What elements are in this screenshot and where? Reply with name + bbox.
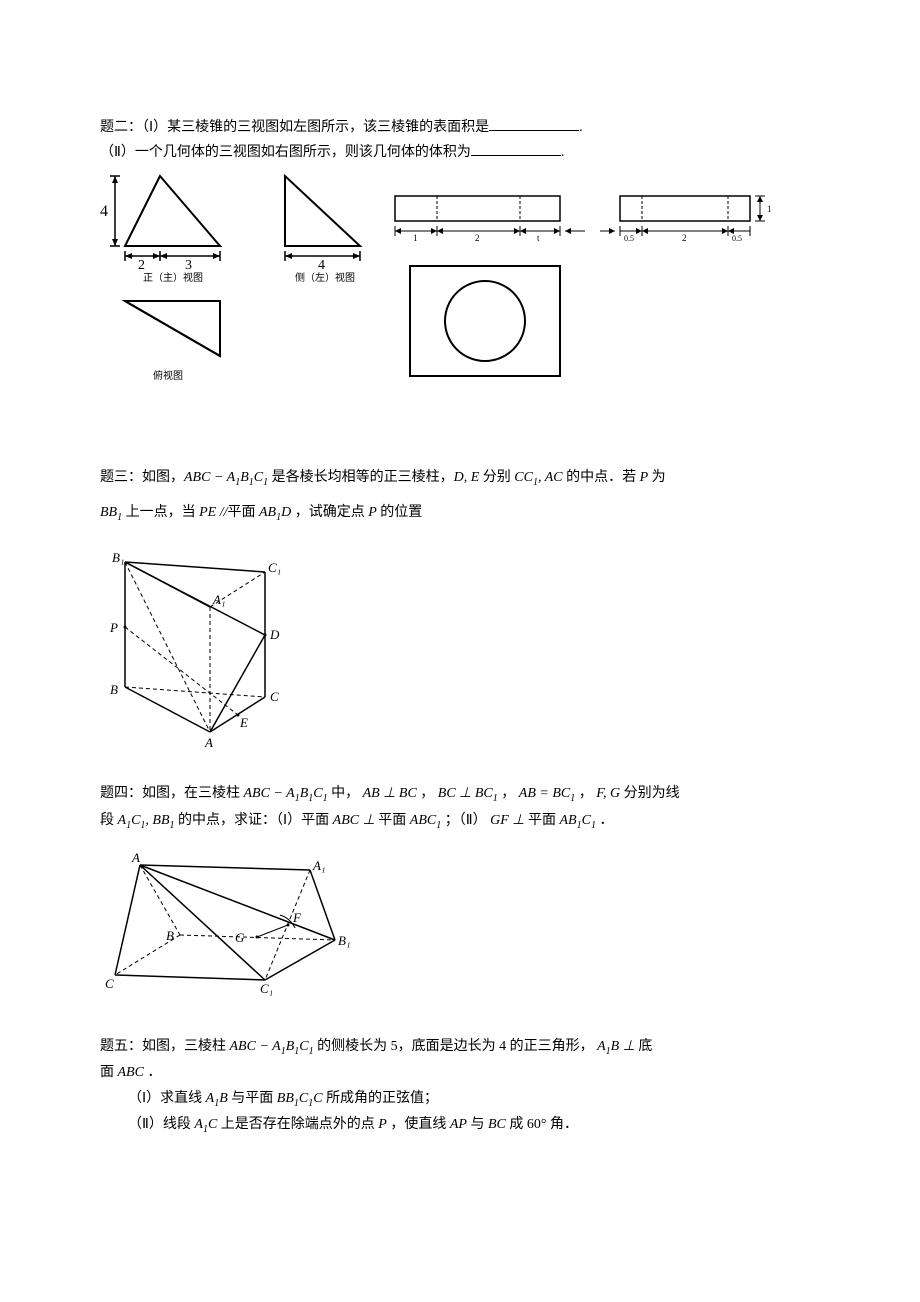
svg-text:A: A (204, 735, 213, 747)
svg-text:B₁: B₁ (112, 550, 124, 565)
svg-text:2: 2 (682, 233, 687, 243)
p2-p2-text-b: . (561, 145, 565, 160)
svg-text:C: C (270, 689, 279, 704)
p5-prefix: 题五：如图，三棱柱 (100, 1039, 226, 1054)
p3-math1: ABC − A (184, 470, 235, 485)
p3-t6: 平面 (228, 505, 256, 520)
p5-p1-t: 与平面 (231, 1091, 273, 1106)
p5-l2: 面 (100, 1065, 114, 1080)
svg-text:G: G (235, 930, 245, 945)
svg-text:t: t (537, 233, 540, 243)
problem-3: 题三：如图，ABC − A1B1C1 是各棱长均相等的正三棱柱，D, E 分别 … (100, 465, 820, 747)
p5-p1-t2: 所成角的正弦值； (326, 1091, 438, 1106)
svg-text:4: 4 (318, 258, 325, 273)
svg-text:C: C (105, 976, 114, 991)
svg-text:A₁: A₁ (312, 858, 325, 873)
problem-3-text2: BB1 上一点，当 PE //平面 AB1D ，试确定点 P 的位置 (100, 500, 820, 527)
problem-3-text: 题三：如图，ABC − A1B1C1 是各棱长均相等的正三棱柱，D, E 分别 … (100, 465, 820, 492)
svg-text:A₁: A₁ (212, 592, 225, 607)
problem-5-text2: 面 ABC ． (100, 1060, 820, 1085)
p5-p2-t3: 与 (470, 1117, 484, 1132)
p5-p2-angle: 60° (527, 1117, 547, 1132)
p4-t1: 中， (331, 786, 359, 801)
p5-t1: 的侧棱长为 5，底面是边长为 4 的正三角形， (317, 1039, 594, 1054)
svg-text:4: 4 (100, 203, 108, 220)
p3-t5: 上一点，当 (126, 505, 196, 520)
problem-4-text: 题四：如图，在三棱柱 ABC − A1B1C1 中， AB ⊥ BC ， BC … (100, 781, 820, 808)
p2-p1-text-b: . (579, 120, 583, 135)
svg-text:B: B (110, 682, 118, 697)
problem-2-figures: 4 2 3 正（主）视图 (100, 171, 820, 401)
svg-text:1: 1 (413, 233, 418, 243)
problem-5-part1: （Ⅰ）求直线 A1B 与平面 BB1C1C 所成角的正弦值； (128, 1086, 820, 1113)
svg-text:正（主）视图: 正（主）视图 (143, 271, 203, 284)
prism-svg-1: B₁ C₁ A₁ P D B C A E (100, 547, 300, 747)
p3-t8: 的位置 (380, 505, 422, 520)
problem-2-text: 题二：（Ⅰ）某三棱锥的三视图如左图所示，该三棱锥的表面积是. (100, 115, 820, 140)
p3-t2: 分别 (483, 470, 511, 485)
problem-2-text2: （Ⅱ）一个几何体的三视图如右图所示，则该几何体的体积为. (100, 140, 820, 165)
problem-5-part2: （Ⅱ）线段 A1C 上是否存在除端点外的点 P ，使直线 AP 与 BC 成 6… (128, 1112, 820, 1139)
p5-p2-label: （Ⅱ）线段 (128, 1117, 191, 1132)
blank-2 (471, 142, 561, 156)
svg-text:F: F (292, 910, 302, 925)
p4-prefix: 题四：如图，在三棱柱 (100, 786, 240, 801)
svg-text:D: D (269, 627, 280, 642)
p2-p1-label: （Ⅰ） (142, 120, 167, 135)
svg-text:俯视图: 俯视图 (153, 369, 183, 382)
p5-p2-t: 上是否存在除端点外的点 (221, 1117, 375, 1132)
three-views-svg: 4 2 3 正（主）视图 (100, 171, 820, 401)
p5-p1-label: （Ⅰ）求直线 (128, 1091, 202, 1106)
problem-3-figure: B₁ C₁ A₁ P D B C A E (100, 547, 820, 747)
p3-t1: 是各棱长均相等的正三棱柱， (272, 470, 454, 485)
p5-p2-t5: 角． (550, 1117, 578, 1132)
problem-4-figure: A A₁ B G F B₁ C C₁ (100, 850, 820, 1000)
svg-text:C₁: C₁ (268, 560, 281, 575)
p2-p1-text-a: 某三棱锥的三视图如左图所示，该三棱锥的表面积是 (167, 120, 489, 135)
p4-l2e: 平面 (528, 813, 556, 828)
p2-prefix: 题二： (100, 120, 142, 135)
p4-l2f: ． (599, 813, 613, 828)
svg-text:B: B (166, 928, 174, 943)
svg-text:3: 3 (185, 258, 192, 273)
prism-svg-2: A A₁ B G F B₁ C C₁ (100, 850, 360, 1000)
p4-l2a: 段 (100, 813, 114, 828)
svg-text:0.5: 0.5 (732, 234, 742, 243)
p5-l2b: ． (147, 1065, 161, 1080)
p4-t4: ， (579, 786, 593, 801)
p5-p2-t4: 成 (509, 1117, 523, 1132)
svg-text:P: P (109, 620, 118, 635)
svg-text:B₁: B₁ (338, 933, 350, 948)
p4-t3: ， (501, 786, 515, 801)
p2-p2-text-a: 一个几何体的三视图如右图所示，则该几何体的体积为 (135, 145, 471, 160)
svg-text:侧（左）视图: 侧（左）视图 (295, 271, 355, 284)
p3-t7: ，试确定点 (295, 505, 365, 520)
p4-l2c: 平面 (378, 813, 406, 828)
p2-p2-label: （Ⅱ） (100, 145, 135, 160)
blank-1 (489, 117, 579, 131)
svg-text:C₁: C₁ (260, 981, 273, 996)
p5-p2-t2: ，使直线 (390, 1117, 446, 1132)
svg-text:1: 1 (767, 204, 772, 214)
svg-text:A: A (131, 850, 140, 865)
p5-t2: 底 (638, 1039, 652, 1054)
svg-text:E: E (239, 715, 248, 730)
svg-text:0.5: 0.5 (624, 234, 634, 243)
p4-l2d: ；（Ⅱ） (445, 813, 487, 828)
problem-4-text2: 段 A1C1, BB1 的中点，求证：（Ⅰ）平面 ABC ⊥ 平面 ABC1 ；… (100, 808, 820, 835)
p3-t3: 的中点．若 (566, 470, 636, 485)
problem-2: 题二：（Ⅰ）某三棱锥的三视图如左图所示，该三棱锥的表面积是. （Ⅱ）一个几何体的… (100, 115, 820, 401)
problem-4: 题四：如图，在三棱柱 ABC − A1B1C1 中， AB ⊥ BC ， BC … (100, 781, 820, 1000)
p3-t4: 为 (652, 470, 666, 485)
problem-5-text: 题五：如图，三棱柱 ABC − A1B1C1 的侧棱长为 5，底面是边长为 4 … (100, 1034, 820, 1061)
svg-text:2: 2 (475, 233, 480, 243)
problem-5: 题五：如图，三棱柱 ABC − A1B1C1 的侧棱长为 5，底面是边长为 4 … (100, 1034, 820, 1140)
p4-l2b: 的中点，求证：（Ⅰ）平面 (178, 813, 329, 828)
svg-text:2: 2 (138, 258, 145, 273)
p3-prefix: 题三：如图， (100, 470, 184, 485)
p4-t2: ， (420, 786, 434, 801)
p4-t5: 分别为线 (624, 786, 680, 801)
